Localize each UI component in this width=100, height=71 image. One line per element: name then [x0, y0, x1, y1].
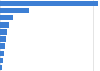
Bar — [0, 36, 6, 42]
Bar — [0, 43, 5, 49]
Bar — [0, 29, 7, 35]
Bar — [0, 51, 4, 56]
Bar — [0, 65, 2, 70]
Bar — [0, 22, 9, 28]
Bar — [0, 8, 29, 13]
Bar — [0, 58, 3, 63]
Bar — [0, 15, 13, 20]
Bar — [0, 1, 98, 6]
